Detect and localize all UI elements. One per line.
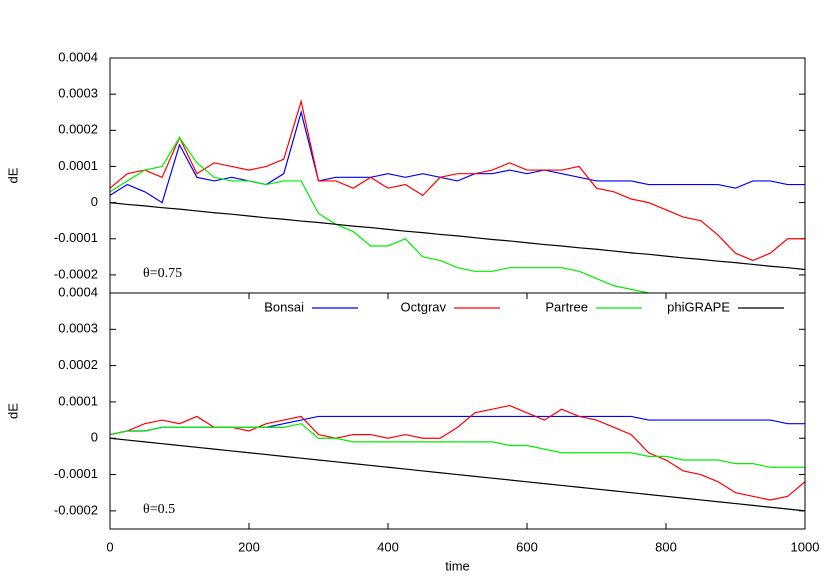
y-tick-label: -0.0002 xyxy=(54,266,98,281)
annotation: θ=0.75 xyxy=(143,266,182,281)
series-line xyxy=(110,423,805,468)
y-tick-label: 0.0002 xyxy=(58,357,98,372)
y-tick-label: 0.0004 xyxy=(58,284,98,299)
y-tick-label: -0.0001 xyxy=(54,466,98,481)
x-axis-label: time xyxy=(445,558,470,573)
y-tick-label: 0 xyxy=(91,194,98,209)
x-tick-label: 400 xyxy=(377,539,399,554)
x-tick-label: 1000 xyxy=(791,539,820,554)
y-tick-label: 0.0001 xyxy=(58,393,98,408)
series-line xyxy=(110,136,649,293)
series-line xyxy=(110,415,805,436)
x-tick-label: 800 xyxy=(655,539,677,554)
y-axis-label: dE xyxy=(5,167,20,183)
x-tick-label: 600 xyxy=(516,539,538,554)
y-tick-label: 0.0002 xyxy=(58,122,98,137)
series-line xyxy=(110,98,805,262)
y-tick-label: 0.0001 xyxy=(58,158,98,173)
series-line xyxy=(110,109,805,204)
legend-label: phiGRAPE xyxy=(667,299,730,314)
y-tick-label: 0.0003 xyxy=(58,86,98,101)
x-tick-label: 0 xyxy=(106,539,113,554)
series-line xyxy=(110,202,805,271)
y-tick-label: -0.0001 xyxy=(54,230,98,245)
plot-area xyxy=(110,98,805,293)
legend-label: Bonsai xyxy=(264,299,304,314)
y-tick-label: 0.0003 xyxy=(58,321,98,336)
plot-frame xyxy=(109,292,806,530)
x-tick-label: 200 xyxy=(238,539,260,554)
series-line xyxy=(110,437,805,512)
plot-frame xyxy=(109,57,806,294)
plot-area xyxy=(110,404,805,512)
y-axis-label: dE xyxy=(5,403,20,419)
y-tick-label: -0.0002 xyxy=(54,502,98,517)
legend-label: Partree xyxy=(545,299,588,314)
y-tick-label: 0 xyxy=(91,430,98,445)
y-tick-label: 0.0004 xyxy=(58,49,98,64)
annotation: θ=0.5 xyxy=(143,502,175,517)
legend-label: Octgrav xyxy=(400,299,446,314)
